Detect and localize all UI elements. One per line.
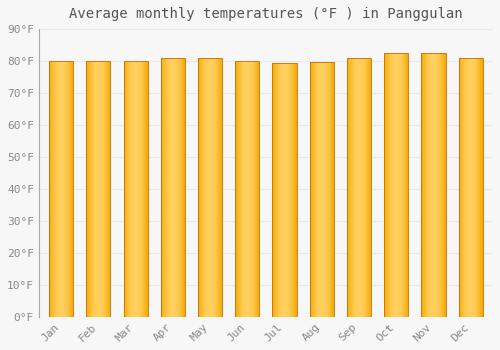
Bar: [272, 63, 296, 317]
Bar: [384, 53, 408, 317]
Bar: [458, 58, 483, 317]
Bar: [235, 61, 260, 317]
Title: Average monthly temperatures (°F ) in Panggulan: Average monthly temperatures (°F ) in Pa…: [69, 7, 462, 21]
Bar: [124, 61, 148, 317]
Bar: [49, 61, 73, 317]
Bar: [347, 58, 371, 317]
Bar: [310, 62, 334, 317]
Bar: [422, 53, 446, 317]
Bar: [160, 58, 185, 317]
Bar: [86, 61, 110, 317]
Bar: [198, 58, 222, 317]
